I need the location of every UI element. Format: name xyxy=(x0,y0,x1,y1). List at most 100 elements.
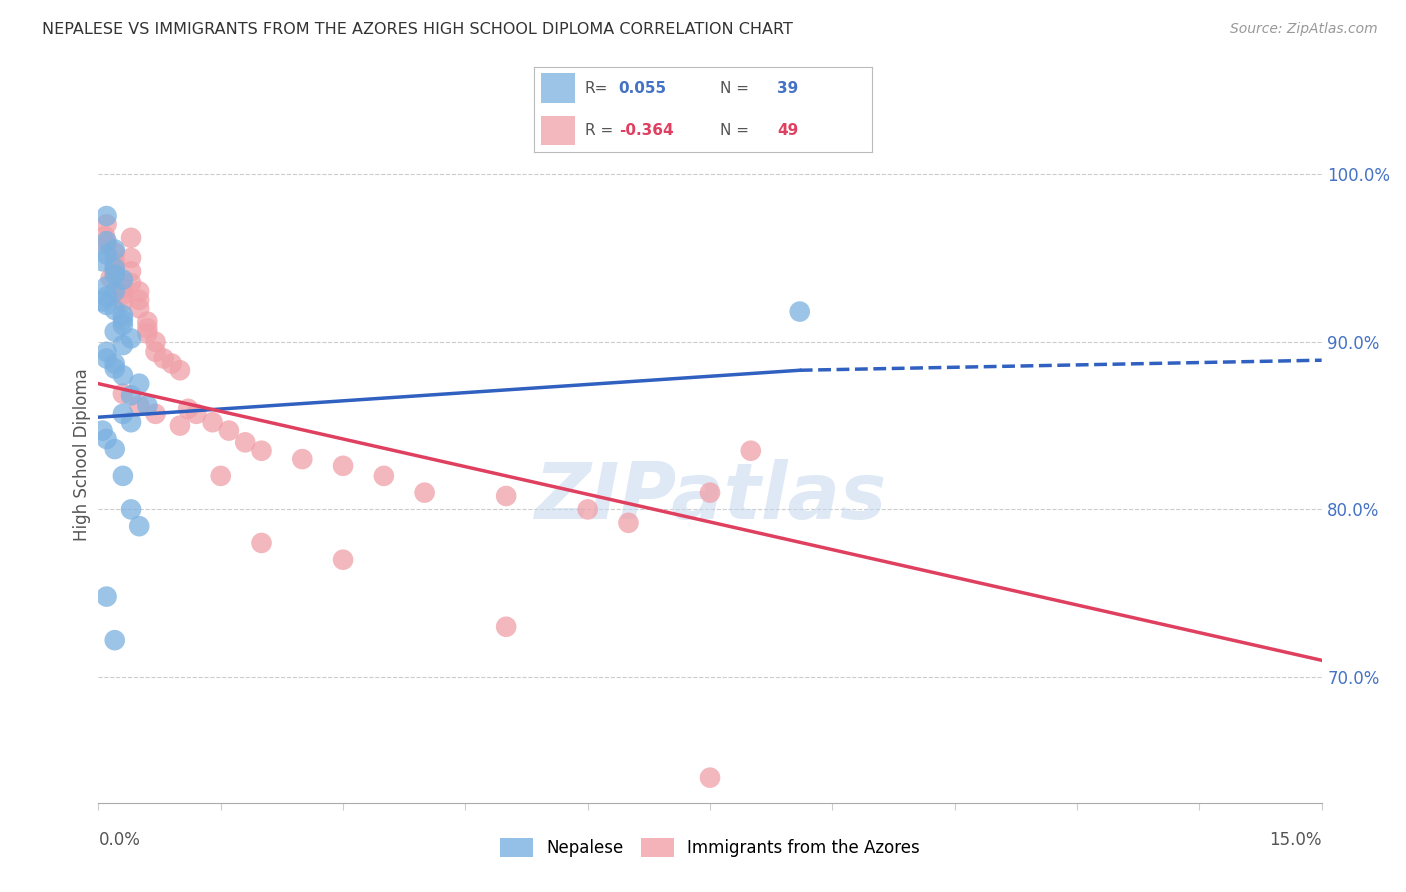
Point xyxy=(373,468,395,483)
Point xyxy=(96,218,118,232)
Point xyxy=(128,285,150,299)
Point xyxy=(120,251,142,265)
Point xyxy=(96,209,118,223)
Point xyxy=(145,407,167,421)
Point xyxy=(332,552,354,566)
Point xyxy=(104,254,127,268)
Point xyxy=(120,331,142,345)
Point xyxy=(136,399,159,413)
Point xyxy=(699,485,721,500)
Point xyxy=(96,351,118,366)
Point xyxy=(332,458,354,473)
Point xyxy=(699,771,721,785)
Legend: Nepalese, Immigrants from the Azores: Nepalese, Immigrants from the Azores xyxy=(494,831,927,864)
Point xyxy=(104,361,127,376)
Point xyxy=(136,315,159,329)
Text: 0.055: 0.055 xyxy=(619,80,666,95)
Point xyxy=(104,357,127,371)
Point xyxy=(104,285,127,299)
Point xyxy=(96,234,118,248)
Point xyxy=(128,293,150,307)
Point xyxy=(111,294,134,309)
Point xyxy=(104,260,127,275)
Text: R =: R = xyxy=(585,123,613,138)
Point xyxy=(177,401,200,416)
Point xyxy=(104,262,127,277)
Text: N =: N = xyxy=(720,80,749,95)
Point xyxy=(111,288,134,302)
Point xyxy=(145,334,167,349)
Point xyxy=(111,281,134,295)
Point xyxy=(104,302,127,317)
Point xyxy=(104,442,127,456)
Point xyxy=(104,633,127,648)
Point xyxy=(152,351,174,366)
Point xyxy=(186,407,208,421)
Point xyxy=(111,313,134,327)
Point xyxy=(111,318,134,332)
Point xyxy=(120,388,142,402)
Text: 49: 49 xyxy=(778,123,799,138)
Point xyxy=(209,468,232,483)
Point xyxy=(111,308,134,322)
Point xyxy=(100,271,122,285)
Point xyxy=(789,304,811,318)
Point xyxy=(128,399,150,413)
Point xyxy=(120,264,142,278)
Point xyxy=(96,298,118,312)
Point xyxy=(413,485,436,500)
Point xyxy=(96,344,118,359)
Point xyxy=(169,363,191,377)
Point xyxy=(617,516,640,530)
Point xyxy=(576,502,599,516)
Point xyxy=(96,289,118,303)
Point xyxy=(91,424,114,438)
Text: R=: R= xyxy=(585,80,609,95)
Point xyxy=(201,415,224,429)
Text: ZIPatlas: ZIPatlas xyxy=(534,458,886,534)
Point xyxy=(94,229,117,244)
Point xyxy=(128,376,150,391)
Point xyxy=(104,246,127,260)
Point xyxy=(96,432,118,446)
Point xyxy=(160,357,183,371)
Point xyxy=(120,502,142,516)
Point xyxy=(136,326,159,341)
Point xyxy=(136,321,159,335)
Point xyxy=(128,301,150,316)
Text: -0.364: -0.364 xyxy=(619,123,673,138)
Point xyxy=(740,443,762,458)
Bar xyxy=(541,116,575,145)
Point xyxy=(120,231,142,245)
Text: 0.0%: 0.0% xyxy=(98,830,141,848)
Point xyxy=(111,386,134,401)
Bar xyxy=(541,73,575,103)
Point xyxy=(96,247,118,261)
Point xyxy=(104,268,127,282)
Point xyxy=(495,489,517,503)
Point xyxy=(145,344,167,359)
Point xyxy=(104,243,127,257)
Point xyxy=(111,338,134,352)
Y-axis label: High School Diploma: High School Diploma xyxy=(73,368,91,541)
Text: N =: N = xyxy=(720,123,749,138)
Point xyxy=(120,415,142,429)
Point xyxy=(120,276,142,290)
Point xyxy=(495,620,517,634)
Point xyxy=(96,279,118,293)
Point xyxy=(96,590,118,604)
Point xyxy=(169,418,191,433)
Point xyxy=(91,254,114,268)
Point xyxy=(96,237,118,252)
Text: 39: 39 xyxy=(778,80,799,95)
Text: 15.0%: 15.0% xyxy=(1270,830,1322,848)
Point xyxy=(104,325,127,339)
Point xyxy=(128,519,150,533)
Point xyxy=(111,407,134,421)
Point xyxy=(91,294,114,309)
Point xyxy=(250,536,273,550)
Point xyxy=(291,452,314,467)
Point xyxy=(233,435,256,450)
Text: NEPALESE VS IMMIGRANTS FROM THE AZORES HIGH SCHOOL DIPLOMA CORRELATION CHART: NEPALESE VS IMMIGRANTS FROM THE AZORES H… xyxy=(42,22,793,37)
Point xyxy=(111,273,134,287)
